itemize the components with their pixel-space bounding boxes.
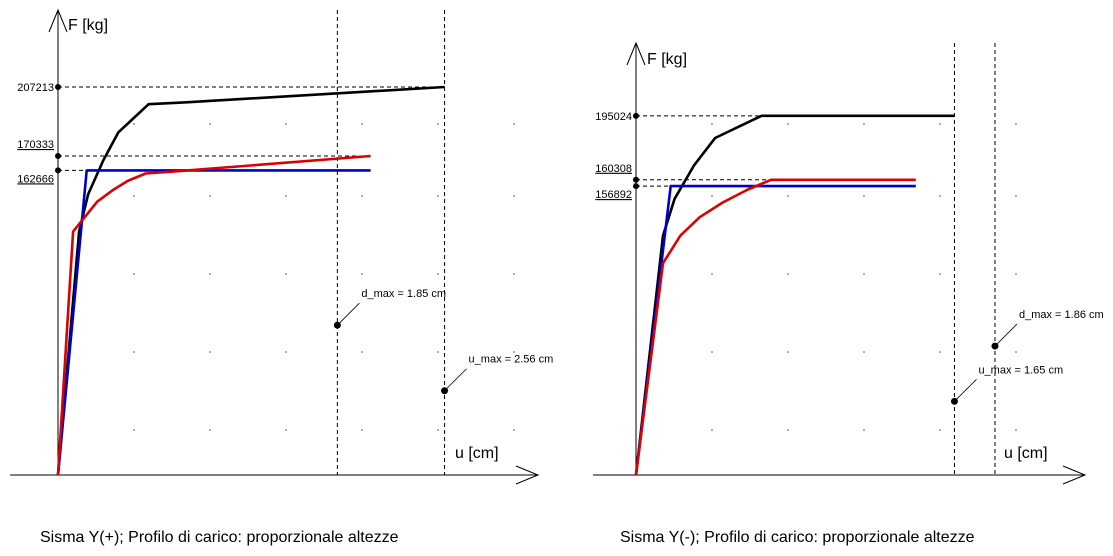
grid-dot	[133, 195, 135, 197]
displacement-leader-line	[444, 368, 467, 392]
displacement-marker-label: d_max = 1.85 cm	[361, 288, 446, 300]
x-axis-arrow	[515, 465, 540, 485]
grid-dot	[209, 351, 211, 353]
y-marker-label: 170333	[17, 139, 54, 151]
displacement-leader-line	[954, 379, 977, 402]
grid-dot	[209, 123, 211, 125]
y-marker-label: 160308	[595, 163, 632, 175]
grid-dot	[863, 273, 865, 275]
grid-dot	[513, 351, 515, 353]
grid-dot	[437, 195, 439, 197]
grid-dot	[209, 273, 211, 275]
grid-dot	[863, 429, 865, 431]
grid-dot	[1015, 195, 1017, 197]
grid-dot	[133, 273, 135, 275]
series-line-2	[56, 154, 371, 476]
grid-dot	[787, 123, 789, 125]
y-axis-arrow	[48, 8, 68, 33]
y-marker-label: 162666	[17, 173, 54, 185]
grid-dot	[939, 123, 941, 125]
grid-dot	[209, 429, 211, 431]
grid-dot	[513, 429, 515, 431]
grid-dot	[513, 195, 515, 197]
grid-dot	[711, 429, 713, 431]
grid-dot	[939, 273, 941, 275]
pushover-chart-y-plus: u [cm] F [kg] 207213 170333 162666 d_max = 1.…	[10, 8, 554, 546]
grid-dot	[285, 429, 287, 431]
y-marker-dot	[633, 176, 639, 183]
grid-dot	[285, 351, 287, 353]
y-axis-label: F [kg]	[68, 17, 108, 34]
grid-dot	[711, 273, 713, 275]
x-axis-arrow	[1062, 465, 1087, 485]
displacement-marker-label: d_max = 1.86 cm	[1019, 309, 1104, 321]
series-line-1	[634, 184, 916, 476]
y-marker-dot	[633, 112, 639, 119]
y-marker-label: 207213	[17, 82, 54, 94]
grid-dot	[1015, 273, 1017, 275]
grid-dot	[939, 351, 941, 353]
grid-dot	[437, 273, 439, 275]
pushover-chart-y-minus: u [cm] F [kg] 195024 160308 156892 d_max = 1.…	[593, 41, 1104, 546]
chart-caption: Sisma Y(+); Profilo di carico: proporzio…	[40, 529, 399, 546]
grid-dot	[361, 351, 363, 353]
displacement-leader-line	[994, 323, 1018, 347]
displacement-marker-label: u_max = 1.65 cm	[978, 364, 1063, 376]
grid-dot	[361, 429, 363, 431]
y-marker-label: 195024	[595, 111, 632, 123]
grid-dot	[437, 123, 439, 125]
grid-dot	[863, 351, 865, 353]
grid-dot	[1015, 429, 1017, 431]
grid-dot	[133, 123, 135, 125]
grid-dot	[863, 195, 865, 197]
grid-dot	[285, 273, 287, 275]
y-marker-dot	[55, 167, 61, 174]
grid-dot	[513, 123, 515, 125]
grid-dot	[711, 123, 713, 125]
grid-dot	[787, 429, 789, 431]
grid-dot	[285, 195, 287, 197]
grid-dot	[711, 351, 713, 353]
series-line-2	[634, 178, 916, 476]
grid-dot	[787, 351, 789, 353]
displacement-leader-line	[337, 302, 360, 326]
grid-dot	[939, 195, 941, 197]
grid-dot	[711, 195, 713, 197]
y-marker-label: 156892	[595, 189, 632, 201]
grid-dot	[133, 429, 135, 431]
chart-caption: Sisma Y(-); Profilo di carico: proporzio…	[620, 529, 975, 546]
y-axis-arrow	[626, 41, 646, 66]
x-axis-label: u [cm]	[1004, 445, 1048, 462]
x-axis-label: u [cm]	[455, 445, 499, 462]
grid-dot	[787, 195, 789, 197]
y-marker-dot	[633, 183, 639, 190]
grid-dot	[133, 351, 135, 353]
displacement-marker-label: u_max = 2.56 cm	[469, 354, 554, 366]
grid-dot	[361, 273, 363, 275]
y-marker-dot	[55, 153, 61, 160]
grid-dot	[939, 429, 941, 431]
grid-dot	[1015, 351, 1017, 353]
y-marker-dot	[55, 83, 61, 90]
series-line-0	[634, 114, 955, 476]
grid-dot	[437, 429, 439, 431]
grid-dot	[787, 273, 789, 275]
grid-dot	[209, 195, 211, 197]
grid-dot	[513, 273, 515, 275]
grid-dot	[863, 123, 865, 125]
series-line-1	[56, 169, 371, 476]
grid-dot	[361, 123, 363, 125]
grid-dot	[1015, 123, 1017, 125]
series-line-0	[56, 85, 445, 476]
grid-dot	[361, 195, 363, 197]
grid-dot	[285, 123, 287, 125]
grid-dot	[437, 351, 439, 353]
y-axis-label: F [kg]	[647, 51, 687, 68]
